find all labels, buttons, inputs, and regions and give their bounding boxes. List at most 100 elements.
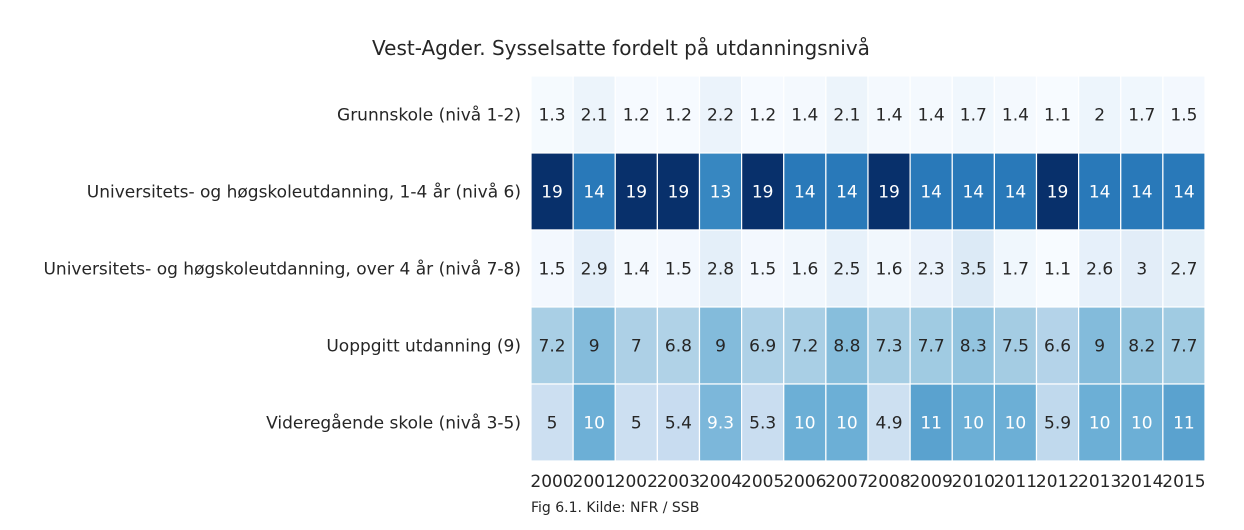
heatmap-cell xyxy=(951,306,995,385)
cell-value-label: 14 xyxy=(836,183,858,203)
heatmap-cell xyxy=(909,229,953,308)
cell-value-label: 7.7 xyxy=(918,337,945,357)
heatmap-cell xyxy=(1035,306,1080,385)
cell-value-label: 1.6 xyxy=(791,260,818,280)
row-label: Uoppgitt utdanning (9) xyxy=(326,337,521,357)
heatmap-cell xyxy=(656,152,701,231)
cell-value-label: 9.3 xyxy=(707,414,734,434)
cell-value-label: 7.2 xyxy=(539,337,566,357)
cell-value-label: 2.8 xyxy=(707,260,734,280)
heatmap-cell xyxy=(1078,229,1122,308)
cell-value-label: 19 xyxy=(668,183,690,203)
cell-value-label: 10 xyxy=(583,414,605,434)
heatmap-cell xyxy=(993,383,1038,462)
cell-value-label: 14 xyxy=(962,183,984,203)
cell-value-label: 2.5 xyxy=(833,260,860,280)
cell-value-label: 1.7 xyxy=(1128,106,1155,126)
heatmap-cell xyxy=(783,306,827,385)
cell-value-label: 1.4 xyxy=(918,106,945,126)
x-tick-label: 2007 xyxy=(825,472,868,492)
x-tick-label: 2013 xyxy=(1078,472,1121,492)
cell-value-label: 1.2 xyxy=(623,106,650,126)
cell-value-label: 2.6 xyxy=(1086,260,1113,280)
cell-value-label: 1.2 xyxy=(665,106,692,126)
cell-value-label: 5.4 xyxy=(665,414,692,434)
cell-value-label: 1.4 xyxy=(876,106,903,126)
cell-value-label: 11 xyxy=(920,414,942,434)
cell-value-label: 1.4 xyxy=(791,106,818,126)
row-label: Grunnskole (nivå 1-2) xyxy=(337,105,521,126)
heatmap-cell xyxy=(572,383,616,462)
cell-value-label: 8.8 xyxy=(833,337,860,357)
heatmap-cell xyxy=(1162,75,1206,154)
heatmap-cell xyxy=(993,152,1038,231)
heatmap-cell xyxy=(1120,229,1164,308)
x-tick-label: 2002 xyxy=(615,472,658,492)
cell-value-label: 19 xyxy=(752,183,774,203)
figure-caption: Fig 6.1. Kilde: NFR / SSB xyxy=(531,500,700,516)
cell-value-label: 19 xyxy=(625,183,647,203)
heatmap-cell xyxy=(951,152,995,231)
cell-value-label: 14 xyxy=(1089,183,1111,203)
year-labels: 2000200120022003200420052006200720082009… xyxy=(530,472,1205,492)
x-tick-label: 2005 xyxy=(741,472,784,492)
cell-value-label: 10 xyxy=(794,414,816,434)
cell-value-label: 1.3 xyxy=(539,106,566,126)
heatmap-cell xyxy=(909,383,953,462)
heatmap-cell xyxy=(614,152,658,231)
heatmap-cell xyxy=(783,152,827,231)
cell-value-label: 1.6 xyxy=(876,260,903,280)
cell-value-label: 2.9 xyxy=(581,260,608,280)
heatmap-cell xyxy=(1120,383,1164,462)
cell-value-label: 11 xyxy=(1173,414,1195,434)
cell-value-label: 1.4 xyxy=(1002,106,1029,126)
cell-value-label: 1.5 xyxy=(665,260,692,280)
heatmap-cell xyxy=(1078,383,1122,462)
heatmap-cell xyxy=(698,229,743,308)
cell-value-label: 5.9 xyxy=(1044,414,1071,434)
cell-value-label: 6.9 xyxy=(749,337,776,357)
x-tick-label: 2006 xyxy=(783,472,826,492)
x-tick-label: 2004 xyxy=(699,472,742,492)
x-tick-label: 2012 xyxy=(1036,472,1079,492)
cell-value-label: 6.6 xyxy=(1044,337,1071,357)
heatmap-cell xyxy=(1120,152,1164,231)
row-labels: Grunnskole (nivå 1-2) Universitets- og hø… xyxy=(43,105,521,434)
cell-value-label: 14 xyxy=(794,183,816,203)
cell-value-label: 5.3 xyxy=(749,414,776,434)
heatmap-cell xyxy=(698,152,743,231)
heatmap-cell xyxy=(530,75,574,154)
cell-value-label: 2.1 xyxy=(833,106,860,126)
heatmap-cell xyxy=(698,306,743,385)
cell-value-label: 10 xyxy=(1131,414,1153,434)
heatmap-cell xyxy=(951,229,995,308)
cell-value-label: 5 xyxy=(631,414,642,434)
heatmap-cell xyxy=(698,383,743,462)
cell-value-label: 2.1 xyxy=(581,106,608,126)
cell-value-label: 4.9 xyxy=(876,414,903,434)
heatmap-cell xyxy=(741,306,785,385)
cell-value-label: 2.7 xyxy=(1170,260,1197,280)
heatmap-cell xyxy=(656,229,701,308)
heatmap-cell xyxy=(825,75,869,154)
heatmap-cell xyxy=(530,152,574,231)
cell-value-label: 7.3 xyxy=(876,337,903,357)
cell-value-label: 19 xyxy=(1047,183,1069,203)
cell-value-label: 6.8 xyxy=(665,337,692,357)
cell-value-label: 7.7 xyxy=(1170,337,1197,357)
x-tick-label: 2010 xyxy=(952,472,995,492)
cell-value-label: 19 xyxy=(541,183,563,203)
cell-value-label: 1.5 xyxy=(539,260,566,280)
cell-value-label: 1.7 xyxy=(960,106,987,126)
cell-value-label: 1.4 xyxy=(623,260,650,280)
cell-value-label: 10 xyxy=(962,414,984,434)
heatmap-cell xyxy=(1162,383,1206,462)
heatmap-cell xyxy=(951,383,995,462)
cell-value-label: 10 xyxy=(1089,414,1111,434)
cell-value-label: 14 xyxy=(1131,183,1153,203)
cell-value-label: 2.3 xyxy=(918,260,945,280)
cell-value-label: 8.3 xyxy=(960,337,987,357)
heatmap-cell xyxy=(825,383,869,462)
cell-value-label: 1.2 xyxy=(749,106,776,126)
